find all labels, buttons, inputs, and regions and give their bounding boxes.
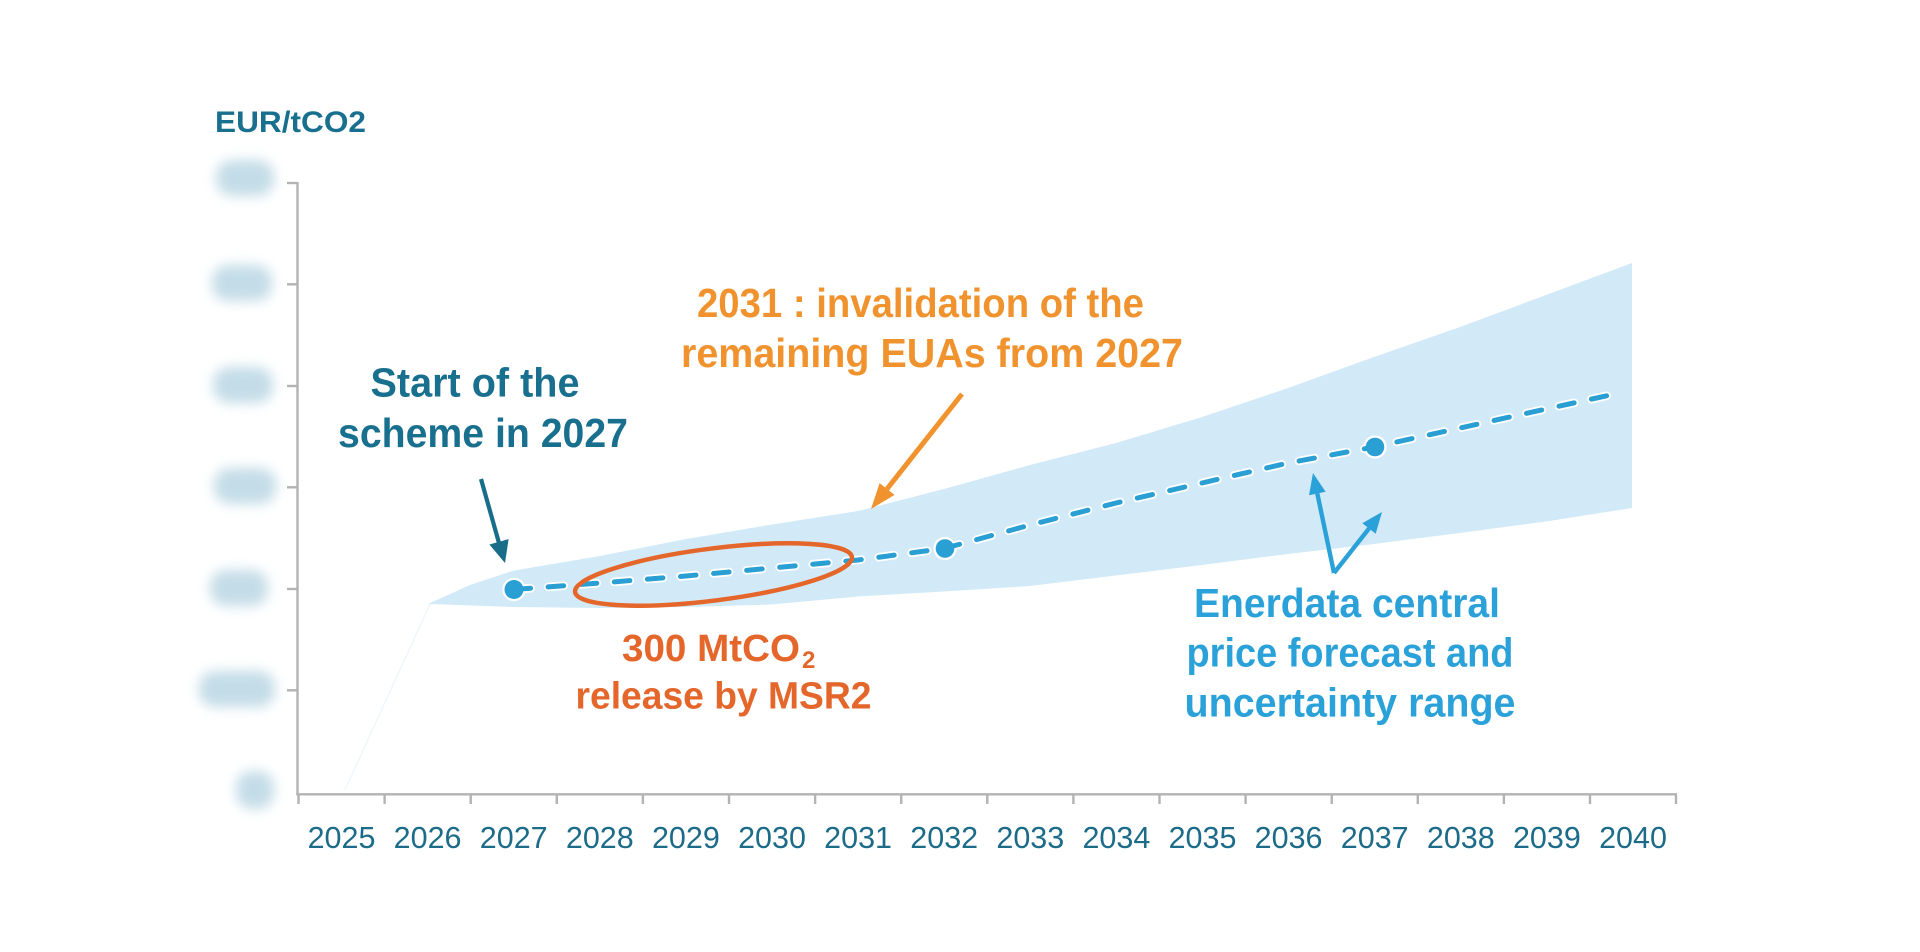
svg-text:2029: 2029 bbox=[652, 821, 720, 855]
svg-text:2037: 2037 bbox=[1341, 821, 1409, 855]
svg-text:uncertainty range: uncertainty range bbox=[1185, 680, 1516, 726]
svg-text:2025: 2025 bbox=[308, 821, 376, 855]
svg-text:2031 : invalidation of the: 2031 : invalidation of the bbox=[697, 280, 1144, 326]
svg-text:300 MtCO: 300 MtCO bbox=[622, 628, 800, 670]
svg-text:2034: 2034 bbox=[1082, 821, 1150, 855]
svg-text:2: 2 bbox=[802, 647, 815, 674]
svg-text:2035: 2035 bbox=[1169, 821, 1237, 855]
svg-text:2027: 2027 bbox=[480, 821, 548, 855]
svg-text:Enerdata central: Enerdata central bbox=[1194, 580, 1500, 626]
svg-text:2028: 2028 bbox=[566, 821, 634, 855]
svg-text:2030: 2030 bbox=[738, 821, 806, 855]
svg-text:2040: 2040 bbox=[1599, 821, 1667, 855]
svg-text:scheme in 2027: scheme in 2027 bbox=[338, 410, 628, 456]
svg-text:2032: 2032 bbox=[910, 821, 978, 855]
svg-text:2039: 2039 bbox=[1513, 821, 1581, 855]
svg-text:release by MSR2: release by MSR2 bbox=[576, 676, 872, 718]
svg-text:EUR/tCO2: EUR/tCO2 bbox=[215, 106, 366, 139]
svg-text:2033: 2033 bbox=[996, 821, 1064, 855]
svg-text:2038: 2038 bbox=[1427, 821, 1495, 855]
svg-text:remaining EUAs from 2027: remaining EUAs from 2027 bbox=[681, 330, 1183, 376]
svg-text:price forecast and: price forecast and bbox=[1187, 630, 1514, 676]
svg-text:2036: 2036 bbox=[1255, 821, 1323, 855]
svg-text:2031: 2031 bbox=[824, 821, 892, 855]
svg-text:Start of the: Start of the bbox=[371, 360, 580, 406]
svg-text:2026: 2026 bbox=[394, 821, 462, 855]
